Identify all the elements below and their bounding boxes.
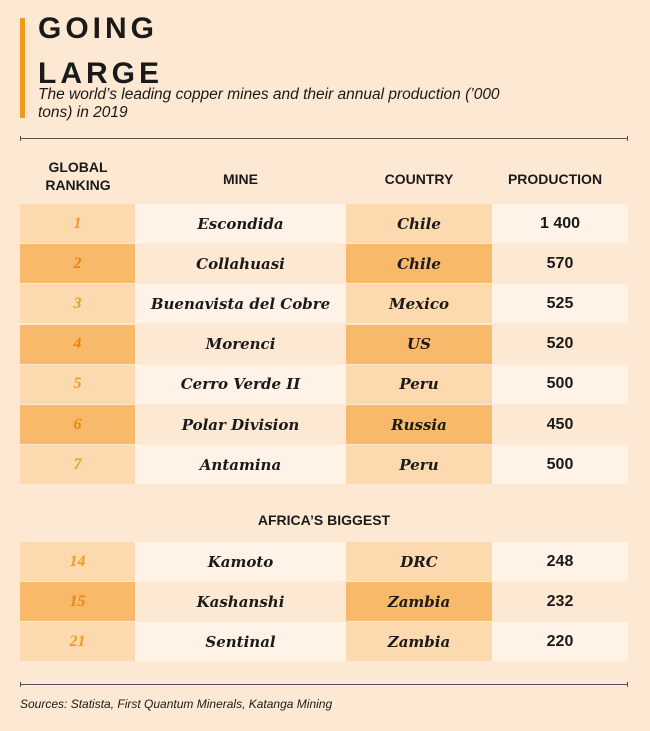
source-note: Sources: Statista, First Quantum Mineral… (20, 697, 333, 711)
header-production: PRODUCTION (507, 171, 603, 187)
rank-cell: 2 (20, 244, 135, 284)
rank-cell: 4 (20, 324, 135, 364)
country-cell: Russia (346, 405, 492, 444)
rank-cell: 14 (20, 542, 135, 581)
production-cell: 500 (492, 364, 628, 404)
country-cell: Peru (346, 445, 492, 485)
rank-cell: 1 (20, 204, 135, 243)
rank-cell: 5 (20, 364, 135, 404)
table-row: 14 Kamoto DRC 248 (20, 542, 628, 581)
table-row: 15 Kashanshi Zambia 232 (20, 582, 628, 622)
production-cell: 500 (492, 445, 628, 485)
production-cell: 1 400 (492, 204, 628, 243)
title-line-2: LARGE (38, 57, 163, 90)
country-cell: Zambia (346, 582, 492, 622)
page-title: GOING LARGE (38, 14, 163, 89)
table-row: 2 Collahuasi Chile 570 (20, 244, 628, 284)
mine-cell: Sentinal (135, 622, 346, 662)
header-global-ranking: GLOBAL RANKING (45, 159, 111, 193)
rank-cell: 15 (20, 582, 135, 622)
production-cell: 248 (492, 542, 628, 581)
production-cell: 450 (492, 405, 628, 444)
table-row: 5 Cerro Verde II Peru 500 (20, 364, 628, 404)
mine-cell: Buenavista del Cobre (135, 284, 346, 324)
subtitle: The world’s leading copper mines and the… (38, 86, 500, 121)
rank-cell: 3 (20, 284, 135, 324)
table-row: 6 Polar Division Russia 450 (20, 405, 628, 444)
rank-cell: 7 (20, 445, 135, 485)
header-mine: MINE (223, 171, 258, 187)
production-cell: 525 (492, 284, 628, 324)
country-cell: Peru (346, 364, 492, 404)
rank-cell: 6 (20, 405, 135, 444)
country-cell: Mexico (346, 284, 492, 324)
production-cell: 232 (492, 582, 628, 622)
header-country: COUNTRY (384, 171, 454, 187)
table-row: 21 Sentinal Zambia 220 (20, 622, 628, 662)
mine-cell: Kashanshi (135, 582, 346, 622)
country-cell: Chile (346, 244, 492, 284)
mine-cell: Collahuasi (135, 244, 346, 284)
accent-bar (20, 18, 25, 118)
mine-cell: Morenci (135, 324, 346, 364)
top-divider (20, 136, 628, 141)
production-cell: 570 (492, 244, 628, 284)
mine-cell: Antamina (135, 445, 346, 485)
production-cell: 220 (492, 622, 628, 662)
table-row: 7 Antamina Peru 500 (20, 445, 628, 485)
mine-cell: Kamoto (135, 542, 346, 581)
mine-cell: Cerro Verde II (135, 364, 346, 404)
table-row: 3 Buenavista del Cobre Mexico 525 (20, 284, 628, 324)
country-cell: Zambia (346, 622, 492, 662)
title-line-1: GOING (38, 12, 159, 45)
country-cell: US (346, 324, 492, 364)
mine-cell: Escondida (135, 204, 346, 243)
table-row: 4 Morenci US 520 (20, 324, 628, 364)
section-label-africa: AFRICA’S BIGGEST (257, 512, 391, 528)
table-row: 1 Escondida Chile 1 400 (20, 204, 628, 243)
bottom-divider (20, 682, 628, 687)
mine-cell: Polar Division (135, 405, 346, 444)
country-cell: Chile (346, 204, 492, 243)
country-cell: DRC (346, 542, 492, 581)
rank-cell: 21 (20, 622, 135, 662)
production-cell: 520 (492, 324, 628, 364)
